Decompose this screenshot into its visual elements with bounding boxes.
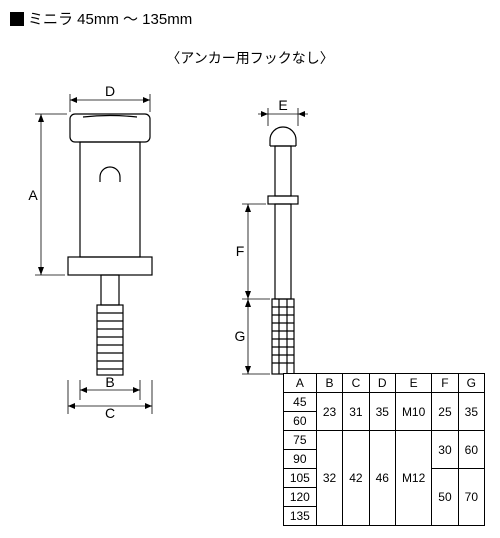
cell-G: 60 [458,431,484,469]
cell-A: 105 [283,469,316,488]
col-D: D [369,374,395,393]
table-row: 45233135M102535 [283,393,484,412]
dim-label-D: D [105,83,115,99]
col-A: A [283,374,316,393]
side-view-diagram: E [218,100,338,420]
cell-B: 23 [316,393,342,431]
table-row: 75324246M123060 [283,431,484,450]
title-text: ミニラ 45mm ～ 135mm [28,8,192,29]
cell-A: 75 [283,431,316,450]
table-header-row: A B C D E F G [283,374,484,393]
spec-table-wrap: A B C D E F G 45233135M1025356075324246M… [283,373,485,526]
dim-label-F: F [236,243,245,259]
cell-F: 50 [432,469,458,526]
cell-E: M12 [395,431,431,526]
col-E: E [395,374,431,393]
col-B: B [316,374,342,393]
front-view-diagram: D [5,82,205,442]
cell-D: 35 [369,393,395,431]
col-F: F [432,374,458,393]
dim-label-C: C [105,405,115,421]
cell-G: 35 [458,393,484,431]
dim-label-B: B [105,374,114,390]
cell-F: 25 [432,393,458,431]
dim-label-G: G [235,328,246,344]
cell-F: 30 [432,431,458,469]
cell-D: 46 [369,431,395,526]
cell-A: 60 [283,412,316,431]
subtitle: 〈アンカー用フックなし〉 [0,48,500,68]
cell-G: 70 [458,469,484,526]
cell-E: M10 [395,393,431,431]
cell-A: 135 [283,507,316,526]
dim-label-A: A [28,187,38,203]
cell-A: 90 [283,450,316,469]
dim-label-E: E [278,100,287,113]
title-row: ミニラ 45mm ～ 135mm [10,8,192,29]
title-bullet [10,12,24,26]
cell-A: 120 [283,488,316,507]
spec-table: A B C D E F G 45233135M1025356075324246M… [283,373,485,526]
cell-C: 31 [343,393,369,431]
cell-A: 45 [283,393,316,412]
col-C: C [343,374,369,393]
cell-B: 32 [316,431,342,526]
cell-C: 42 [343,431,369,526]
col-G: G [458,374,484,393]
